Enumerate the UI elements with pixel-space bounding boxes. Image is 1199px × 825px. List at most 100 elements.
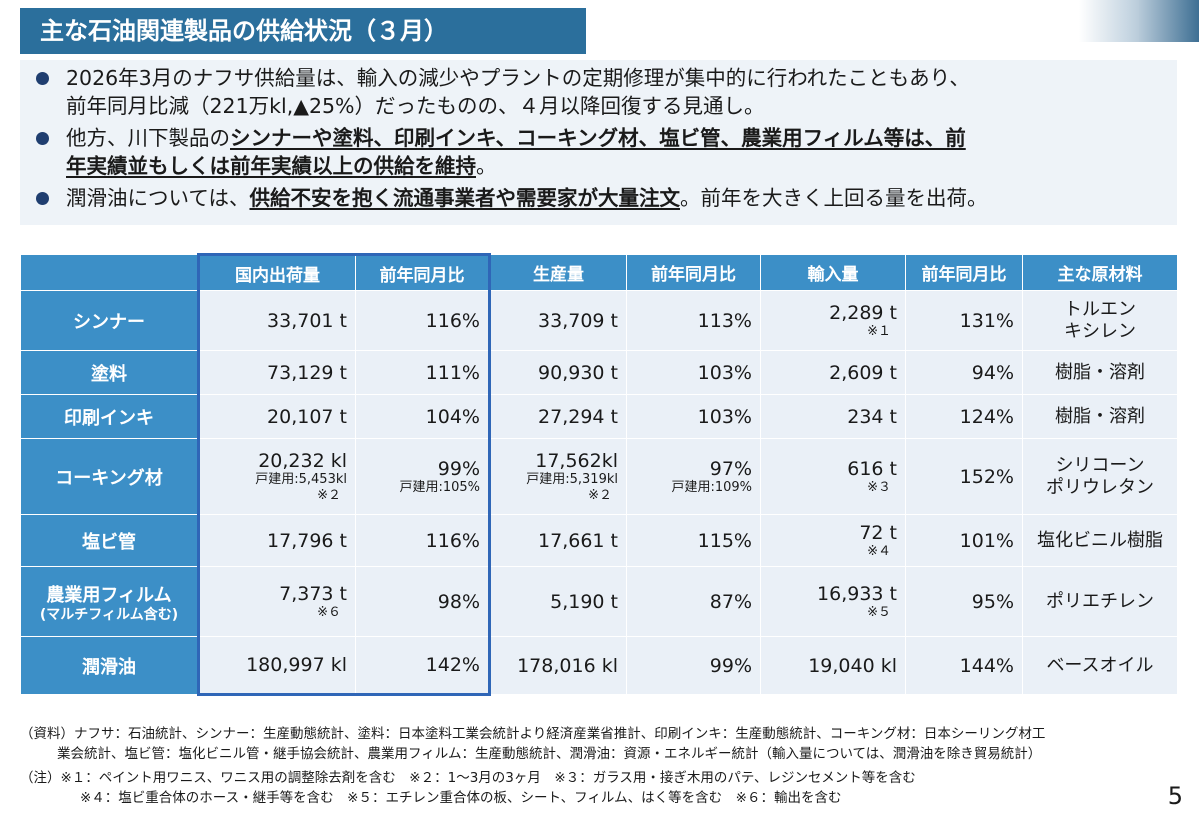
imports-value: 234 t <box>847 405 897 428</box>
shipment-cell: 17,796 t <box>197 514 356 567</box>
production-cell: 17,661 t <box>489 514 627 567</box>
production-yoy-value: 115% <box>697 529 752 552</box>
shipment-yoy-cell: 99% 戸建用:105% <box>355 438 491 515</box>
footer-notes: （資料）ナフサ：石油統計、シンナー：生産動態統計、塗料：日本塗料工業会統計より経… <box>20 724 1150 808</box>
shipment-yoy-value: 142% <box>425 654 480 676</box>
imports-note: ※１ <box>867 323 891 339</box>
table-row: 潤滑油 180,997 kl 142% 178,016 kl 99% 19,040 kl 1… <box>20 636 1178 696</box>
notes-line: ※４：塩ビ重合体のホース・継手等を含む ※５：エチレン重合体の板、シート、フィル… <box>80 790 842 806</box>
imports-value: 2,289 t <box>829 301 897 324</box>
materials-cell: 樹脂・溶剤 <box>1022 394 1178 439</box>
imports-yoy-cell: 152% <box>905 438 1023 515</box>
production-yoy-cell: 103% <box>626 394 761 439</box>
shipment-yoy-sub: 戸建用:105% <box>399 479 480 495</box>
shipment-cell: 73,129 t <box>197 350 356 395</box>
materials-cell: ベースオイル <box>1022 636 1178 695</box>
row-label: 潤滑油 <box>20 636 199 695</box>
header-corner <box>20 254 199 291</box>
shipment-note: ※２ <box>317 487 341 503</box>
shipment-value: 20,232 kl <box>258 449 347 472</box>
shipment-yoy-value: 99% <box>437 457 480 480</box>
production-yoy-cell: 103% <box>626 350 761 395</box>
imports-value: 72 t <box>859 521 897 544</box>
bullet-dot-icon <box>36 132 49 145</box>
bullet-text: 。前年を大きく上回る量を出荷。 <box>679 186 988 210</box>
imports-yoy-value: 95% <box>971 590 1014 613</box>
shipment-yoy-value: 116% <box>425 529 480 552</box>
imports-value: 616 t <box>847 457 897 480</box>
bullet-text: 他方、川下製品の <box>66 126 230 150</box>
production-value: 27,294 t <box>538 405 618 428</box>
production-yoy-cell: 97% 戸建用:109% <box>626 438 761 515</box>
shipment-cell: 7,373 t ※６ <box>197 566 356 637</box>
shipment-yoy-cell: 142% <box>355 636 491 696</box>
production-value: 17,661 t <box>538 529 618 552</box>
bullet-dot-icon <box>36 192 49 205</box>
imports-cell: 2,289 t ※１ <box>760 290 906 351</box>
imports-cell: 19,040 kl <box>760 636 906 695</box>
table-row: 農業用フィルム (マルチフィルム含む) 7,373 t ※６ 98% 5,190 t 87%… <box>20 566 1178 637</box>
material-text: キシレン <box>1064 320 1136 342</box>
production-yoy-value: 103% <box>697 405 752 428</box>
production-value: 90,930 t <box>538 361 618 384</box>
imports-value: 19,040 kl <box>808 654 897 677</box>
material-text: トルエン <box>1064 298 1136 320</box>
shipment-cell: 20,232 kl 戸建用:5,453kl ※２ <box>197 438 356 515</box>
shipment-value: 7,373 t <box>279 582 347 605</box>
production-cell: 5,190 t <box>489 566 627 637</box>
imports-yoy-value: 144% <box>959 654 1014 677</box>
imports-yoy-cell: 144% <box>905 636 1023 695</box>
summary-box: 2026年3月のナフサ供給量は、輸入の減少やプラントの定期修理が集中的に行われた… <box>20 60 1177 225</box>
table-row: 印刷インキ 20,107 t 104% 27,294 t 103% 234 t 124% 樹脂… <box>20 394 1178 439</box>
header-shipment: 国内出荷量 <box>197 253 356 291</box>
header-imports-yoy: 前年同月比 <box>905 254 1023 291</box>
shipment-cell: 180,997 kl <box>197 636 356 696</box>
production-note: ※２ <box>588 487 612 503</box>
shipment-value: 73,129 t <box>267 361 347 384</box>
table-row: コーキング材 20,232 kl 戸建用:5,453kl ※２ 99% 戸建用:105% 1… <box>20 438 1178 515</box>
row-label-text: コーキング材 <box>55 467 163 489</box>
shipment-cell: 20,107 t <box>197 394 356 439</box>
materials-cell: ポリエチレン <box>1022 566 1178 637</box>
row-label-text: 印刷インキ <box>64 407 154 429</box>
bullet-text: 。 <box>476 154 497 178</box>
production-value: 33,709 t <box>538 309 618 332</box>
materials-cell: 樹脂・溶剤 <box>1022 350 1178 395</box>
imports-yoy-cell: 95% <box>905 566 1023 637</box>
shipment-yoy-cell: 111% <box>355 350 491 395</box>
production-yoy-cell: 87% <box>626 566 761 637</box>
production-cell: 27,294 t <box>489 394 627 439</box>
bullet-emphasis: シンナーや塗料、印刷インキ、コーキング材、塩ビ管、農業用フィルム等は、前 <box>230 126 966 150</box>
shipment-value: 20,107 t <box>267 405 347 428</box>
imports-cell: 16,933 t ※５ <box>760 566 906 637</box>
material-text: ベースオイル <box>1046 654 1154 676</box>
bullet-lubricant: 潤滑油については、供給不安を抱く流通事業者や需要家が大量注文。前年を大きく上回る… <box>34 184 1169 212</box>
shipment-value: 33,701 t <box>267 309 347 332</box>
shipment-sub: 戸建用:5,453kl <box>255 471 347 487</box>
production-yoy-value: 103% <box>697 361 752 384</box>
production-yoy-value: 113% <box>697 309 752 332</box>
material-text: 樹脂・溶剤 <box>1055 361 1145 383</box>
row-label: 塗料 <box>20 350 199 395</box>
imports-yoy-cell: 101% <box>905 514 1023 567</box>
row-label: 塩ビ管 <box>20 514 199 567</box>
production-yoy-value: 87% <box>709 590 752 613</box>
imports-yoy-value: 101% <box>959 529 1014 552</box>
production-cell: 178,016 kl <box>489 636 627 695</box>
materials-cell: シリコーン ポリウレタン <box>1022 438 1178 515</box>
production-yoy-value: 97% <box>709 457 752 480</box>
material-text: ポリエチレン <box>1046 590 1154 612</box>
material-text: シリコーン <box>1055 454 1145 476</box>
material-text: ポリウレタン <box>1046 476 1154 498</box>
bullet-emphasis: 供給不安を抱く流通事業者や需要家が大量注文 <box>249 186 680 210</box>
page-number: 5 <box>1167 782 1183 810</box>
shipment-yoy-value: 104% <box>425 405 480 428</box>
header-shipment-yoy: 前年同月比 <box>355 253 491 291</box>
shipment-yoy-cell: 116% <box>355 514 491 567</box>
page-title: 主な石油関連製品の供給状況（３月） <box>20 8 586 54</box>
imports-cell: 234 t <box>760 394 906 439</box>
header-imports: 輸入量 <box>760 254 906 291</box>
bullet-dot-icon <box>36 72 49 85</box>
row-label-text: 潤滑油 <box>82 656 136 678</box>
header-production-yoy: 前年同月比 <box>626 254 761 291</box>
